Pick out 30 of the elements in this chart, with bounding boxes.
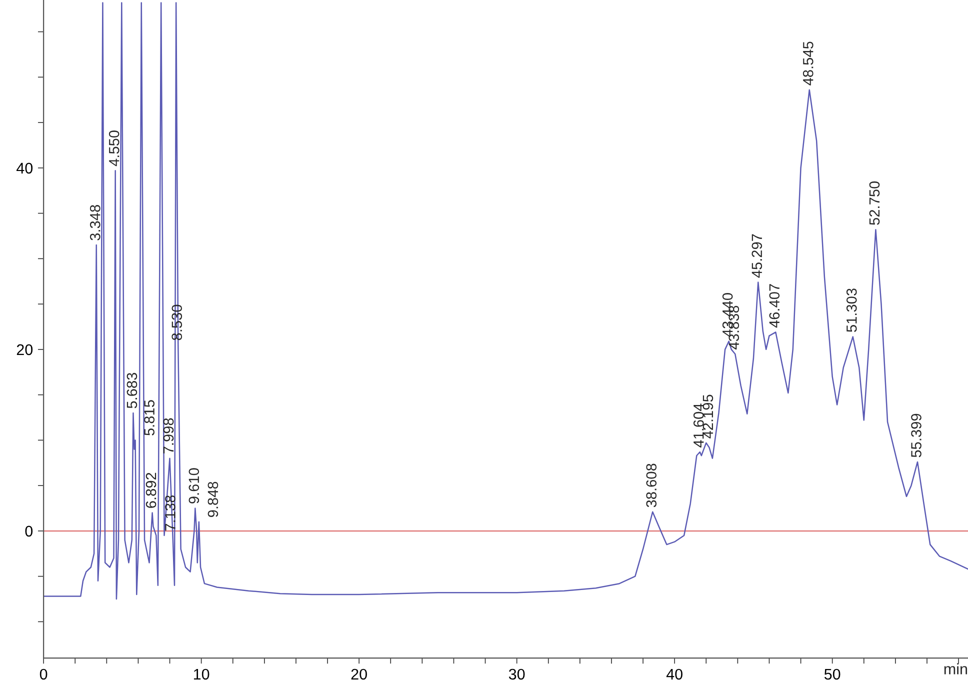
line-series (44, 2, 968, 600)
x-axis-title: min (944, 663, 968, 674)
annotation: 52.750 (869, 181, 880, 225)
annotation: 3.348 (90, 205, 100, 240)
annotation: 9.848 (208, 482, 218, 518)
annotation: 7.998 (163, 418, 174, 454)
annotation: 48.545 (802, 42, 814, 86)
x-tick-label: 10 (194, 668, 210, 680)
x-tick-label: 30 (508, 668, 525, 680)
annotation: 6.892 (146, 472, 156, 508)
x-tick-label: 20 (351, 668, 367, 680)
x-tick-label: 40 (666, 668, 682, 680)
annotation: 41.604 (693, 404, 704, 448)
y-tick-label: 40 (16, 162, 33, 174)
annotation: 9.610 (188, 468, 200, 504)
annotation: 5.815 (144, 400, 154, 436)
x-tick-label: 50 (824, 668, 840, 680)
annotation: 7.138 (165, 495, 176, 531)
annotation: 5.683 (126, 372, 138, 408)
annotation: 38.608 (646, 464, 657, 508)
annotation: 55.399 (911, 414, 922, 458)
y-tick-label: 0 (25, 526, 33, 537)
annotation: 51.303 (846, 288, 857, 332)
x-tick-label: 0 (40, 668, 48, 680)
y-tick-label: 20 (16, 344, 33, 356)
annotation: 45.297 (752, 234, 762, 278)
annotation: 4.550 (108, 130, 120, 166)
annotation: 8.530 (172, 304, 182, 340)
annotation: 46.407 (769, 284, 780, 328)
annotation: 42.195 (702, 394, 714, 438)
